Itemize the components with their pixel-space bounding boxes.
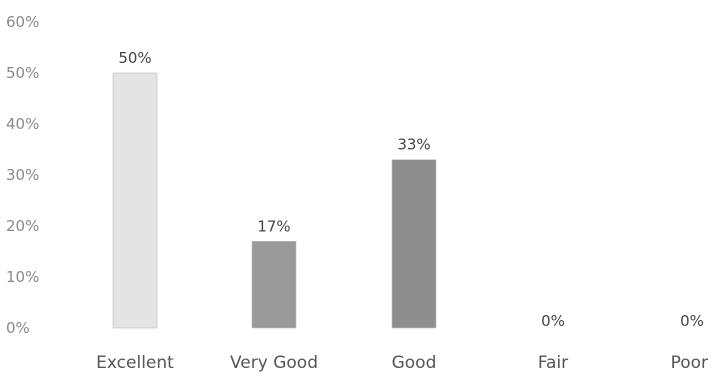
data-label: 17% <box>257 217 290 235</box>
category-label: Poor <box>671 353 708 373</box>
y-axis: 0% 10% 20% 30% 40% 50% 60% <box>6 13 39 337</box>
category-label: Very Good <box>230 353 318 373</box>
bars <box>112 72 437 329</box>
y-tick-label: 40% <box>6 115 39 133</box>
category-label: Fair <box>538 353 568 373</box>
y-tick-label: 20% <box>6 217 39 235</box>
data-label: 0% <box>541 312 565 330</box>
y-tick-label: 0% <box>6 319 30 337</box>
data-labels: 50% 17% 33% 0% 0% <box>118 49 704 330</box>
data-label: 50% <box>118 49 151 67</box>
data-label: 33% <box>397 136 430 154</box>
category-label: Excellent <box>96 353 174 373</box>
y-tick-label: 30% <box>6 166 39 184</box>
y-tick-label: 10% <box>6 268 39 286</box>
bar-excellent <box>112 72 158 329</box>
bar-good <box>391 159 437 329</box>
category-label: Good <box>392 353 437 373</box>
y-tick-label: 50% <box>6 64 39 82</box>
x-axis: Excellent Very Good Good Fair Poor <box>96 353 708 373</box>
data-label: 0% <box>680 312 704 330</box>
y-tick-label: 60% <box>6 13 39 31</box>
bar-very-good <box>251 241 297 329</box>
